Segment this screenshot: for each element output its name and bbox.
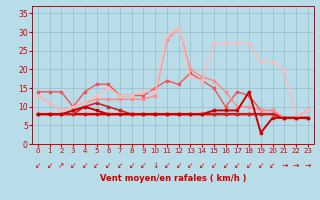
Text: →: → [305, 161, 311, 170]
Text: ↙: ↙ [222, 161, 229, 170]
Text: ↓: ↓ [152, 161, 158, 170]
Text: ↙: ↙ [269, 161, 276, 170]
Text: →: → [281, 161, 287, 170]
Text: ↙: ↙ [46, 161, 53, 170]
Text: ↙: ↙ [258, 161, 264, 170]
X-axis label: Vent moyen/en rafales ( km/h ): Vent moyen/en rafales ( km/h ) [100, 174, 246, 183]
Text: ↙: ↙ [234, 161, 241, 170]
Text: →: → [293, 161, 299, 170]
Text: ↙: ↙ [164, 161, 170, 170]
Text: ↙: ↙ [211, 161, 217, 170]
Text: ↙: ↙ [187, 161, 194, 170]
Text: ↙: ↙ [105, 161, 111, 170]
Text: ↙: ↙ [35, 161, 41, 170]
Text: ↙: ↙ [82, 161, 88, 170]
Text: ↗: ↗ [58, 161, 65, 170]
Text: ↙: ↙ [93, 161, 100, 170]
Text: ↙: ↙ [175, 161, 182, 170]
Text: ↙: ↙ [117, 161, 123, 170]
Text: ↙: ↙ [199, 161, 205, 170]
Text: ↙: ↙ [140, 161, 147, 170]
Text: ↙: ↙ [246, 161, 252, 170]
Text: ↙: ↙ [70, 161, 76, 170]
Text: ↙: ↙ [129, 161, 135, 170]
